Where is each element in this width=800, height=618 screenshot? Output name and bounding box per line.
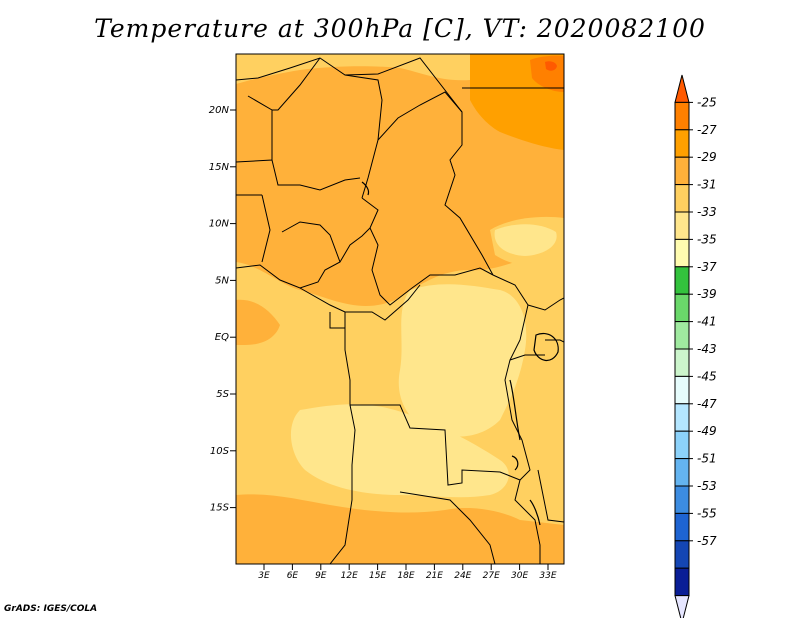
lon-label: 24E xyxy=(454,571,471,581)
lakes xyxy=(361,181,559,526)
colorbar-label: -55 xyxy=(697,506,717,520)
colorbar-label: -27 xyxy=(697,123,717,137)
colorbar-label: -53 xyxy=(697,479,717,493)
lat-label: 5N xyxy=(215,275,229,286)
colorbar-swatch xyxy=(674,266,690,295)
lon-label: 3E xyxy=(258,571,270,581)
lat-label: 10S xyxy=(210,446,230,457)
lon-label: 9E xyxy=(315,571,327,581)
colorbar-label: -37 xyxy=(697,260,717,274)
colorbar-swatch xyxy=(674,238,690,268)
lon-label: 18E xyxy=(397,571,414,581)
colorbar-label: -51 xyxy=(697,452,717,466)
colorbar-label: -45 xyxy=(697,369,717,383)
colorbar-swatch xyxy=(674,156,690,186)
colorbar-swatch xyxy=(674,375,690,405)
lake-mweru xyxy=(511,455,519,471)
country-borders xyxy=(236,57,564,564)
lat-label: 5S xyxy=(216,389,229,400)
lat-label: 15N xyxy=(209,162,230,173)
field-band-35-south xyxy=(290,404,509,498)
map-frame xyxy=(235,53,565,565)
colorbar-swatch xyxy=(674,430,690,460)
colorbar: -25 -27 -29 -31 -33 -35 -37 -39 -41 -43 -45 -47 -49 -… xyxy=(674,74,717,618)
lat-label: EQ xyxy=(215,332,229,343)
lake-malawi xyxy=(529,499,541,526)
colorbar-label: -41 xyxy=(697,315,717,329)
colorbar-top-arrow xyxy=(674,74,690,103)
latitude-axis: 20N 15N 10N 5N EQ 5S 10S 15S xyxy=(209,105,236,514)
colorbar-label: -35 xyxy=(697,232,717,246)
lat-label: 20N xyxy=(209,105,230,116)
colorbar-swatch xyxy=(674,403,690,432)
colorbar-swatch xyxy=(674,101,690,131)
colorbar-swatch xyxy=(674,512,690,542)
colorbar-label: -29 xyxy=(697,150,717,164)
colorbar-label: -33 xyxy=(697,205,717,219)
colorbar-swatch xyxy=(674,184,690,213)
lon-label: 33E xyxy=(539,571,556,581)
colorbar-swatch xyxy=(674,211,690,240)
lake-victoria xyxy=(533,332,559,361)
field-band-25 xyxy=(545,61,557,71)
longitude-axis: 3E 6E 9E 12E 15E 18E 21E 24E 27E 30E 33E xyxy=(258,564,557,581)
map-title: Temperature at 300hPa [C], VT: 202008210… xyxy=(94,14,706,43)
colorbar-label: -47 xyxy=(697,397,717,411)
lon-label: 30E xyxy=(511,571,528,581)
lon-label: 12E xyxy=(341,571,358,581)
lake-chad xyxy=(361,181,370,196)
lat-label: 10N xyxy=(209,219,230,230)
colorbar-swatch xyxy=(674,567,690,597)
lon-label: 21E xyxy=(426,571,443,581)
colorbar-bottom-arrow xyxy=(674,595,690,618)
colorbar-label: -57 xyxy=(697,534,717,548)
credit-label: GrADS: IGES/COLA xyxy=(4,604,98,614)
field-band-31-west xyxy=(236,299,280,345)
field-band-35-ne xyxy=(494,224,557,256)
colorbar-swatch xyxy=(674,321,690,350)
colorbar-label: -49 xyxy=(697,424,717,438)
colorbar-label: -43 xyxy=(697,342,717,356)
colorbar-swatch xyxy=(674,129,690,158)
colorbar-label: -39 xyxy=(697,287,717,301)
colorbar-label: -31 xyxy=(697,178,717,192)
field-band-31-south xyxy=(236,494,564,564)
lake-tanganyika xyxy=(509,379,521,441)
colorbar-label: -25 xyxy=(697,95,717,109)
colorbar-swatch xyxy=(674,348,690,377)
lon-label: 6E xyxy=(287,571,299,581)
temperature-field xyxy=(236,54,564,564)
field-band-35-central xyxy=(398,284,527,437)
lon-label: 15E xyxy=(369,571,386,581)
lat-label: 15S xyxy=(210,503,230,514)
colorbar-swatch xyxy=(674,485,690,514)
lon-label: 27E xyxy=(483,571,500,581)
colorbar-swatch xyxy=(674,293,690,323)
colorbar-swatch xyxy=(674,458,690,487)
colorbar-swatch xyxy=(674,540,690,569)
